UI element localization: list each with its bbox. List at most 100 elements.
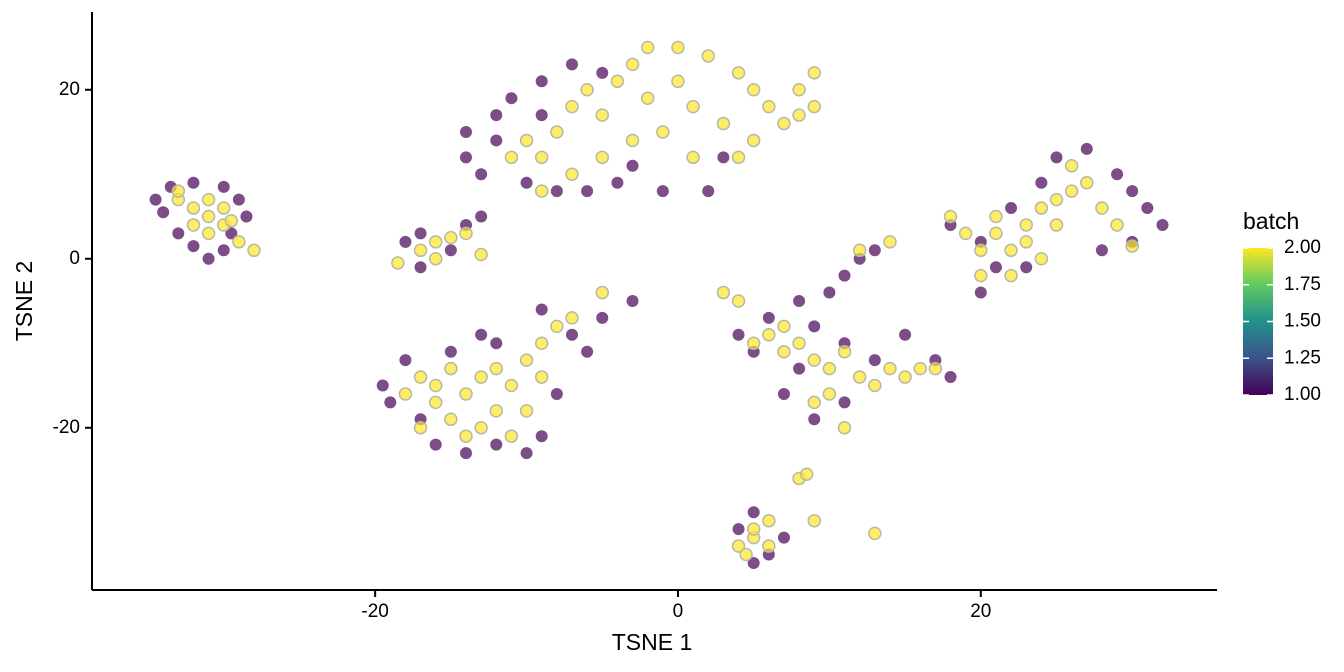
point — [1080, 142, 1093, 155]
point — [762, 311, 775, 324]
point — [399, 235, 412, 248]
point — [1111, 168, 1124, 181]
point — [746, 82, 761, 97]
point — [216, 201, 231, 215]
point — [475, 210, 488, 223]
point — [739, 547, 753, 562]
point — [1125, 239, 1139, 253]
point — [868, 526, 882, 541]
point — [656, 125, 670, 139]
colorbar-tick-label: 2.00 — [1284, 237, 1321, 258]
point — [799, 467, 814, 481]
point — [384, 396, 397, 409]
point — [224, 213, 239, 228]
point — [686, 99, 700, 114]
point — [838, 396, 851, 409]
point — [201, 209, 216, 224]
point — [702, 185, 715, 198]
point — [701, 49, 716, 63]
point — [777, 387, 790, 400]
point — [1064, 184, 1079, 198]
point — [1004, 268, 1018, 283]
point — [595, 285, 610, 300]
point — [899, 328, 912, 341]
point — [429, 438, 442, 451]
point — [989, 209, 1003, 224]
point — [519, 133, 534, 148]
point — [716, 116, 731, 131]
point — [1110, 218, 1124, 232]
point — [807, 513, 821, 528]
point — [762, 328, 776, 342]
point — [793, 295, 806, 307]
point — [626, 295, 639, 307]
point — [823, 286, 836, 299]
point — [550, 125, 564, 139]
point — [232, 235, 246, 249]
colorbar-tick-label: 1.50 — [1284, 311, 1321, 332]
point — [1141, 202, 1154, 215]
x-axis-title: TSNE 1 — [612, 629, 693, 655]
point — [414, 261, 427, 274]
point — [807, 353, 821, 367]
point — [504, 150, 519, 165]
point — [565, 328, 578, 341]
point — [958, 226, 973, 241]
point — [490, 337, 503, 350]
point — [868, 244, 881, 257]
point — [837, 344, 852, 359]
point — [505, 92, 518, 105]
point — [459, 387, 473, 401]
point — [822, 361, 837, 376]
point — [610, 74, 625, 89]
point — [777, 116, 791, 131]
point — [640, 40, 655, 55]
point — [1034, 201, 1049, 215]
x-tick-label: 20 — [970, 601, 991, 622]
point — [1095, 201, 1109, 215]
point — [1080, 175, 1094, 190]
point — [490, 134, 503, 147]
point — [217, 180, 230, 193]
point — [1064, 159, 1079, 173]
point — [868, 378, 882, 393]
y-tick-label: 20 — [59, 79, 80, 100]
point — [807, 66, 821, 80]
point — [474, 247, 488, 262]
point — [1019, 218, 1033, 232]
point — [807, 395, 821, 410]
point — [459, 125, 472, 138]
point — [883, 235, 897, 249]
point — [716, 285, 731, 300]
point — [595, 108, 610, 122]
point — [428, 235, 443, 249]
point — [535, 75, 548, 88]
point — [581, 185, 594, 198]
point — [671, 74, 685, 89]
colorbar-title: batch — [1243, 208, 1299, 234]
point — [1126, 185, 1139, 198]
point — [565, 58, 578, 71]
point — [611, 176, 624, 189]
point — [747, 506, 760, 519]
point — [519, 404, 534, 418]
point — [534, 184, 549, 198]
point — [201, 226, 216, 241]
point — [1156, 218, 1169, 231]
point — [489, 404, 504, 418]
point — [428, 251, 443, 266]
point — [626, 159, 639, 172]
point — [391, 256, 405, 270]
point — [535, 303, 548, 316]
point — [187, 240, 200, 253]
point — [414, 227, 427, 240]
point — [149, 193, 162, 206]
point — [240, 210, 253, 223]
y-tick-label: -20 — [53, 417, 80, 438]
point — [519, 353, 534, 367]
point — [459, 226, 473, 241]
point — [625, 133, 640, 148]
point — [534, 336, 549, 351]
colorbar-tick-label: 1.75 — [1284, 274, 1321, 295]
